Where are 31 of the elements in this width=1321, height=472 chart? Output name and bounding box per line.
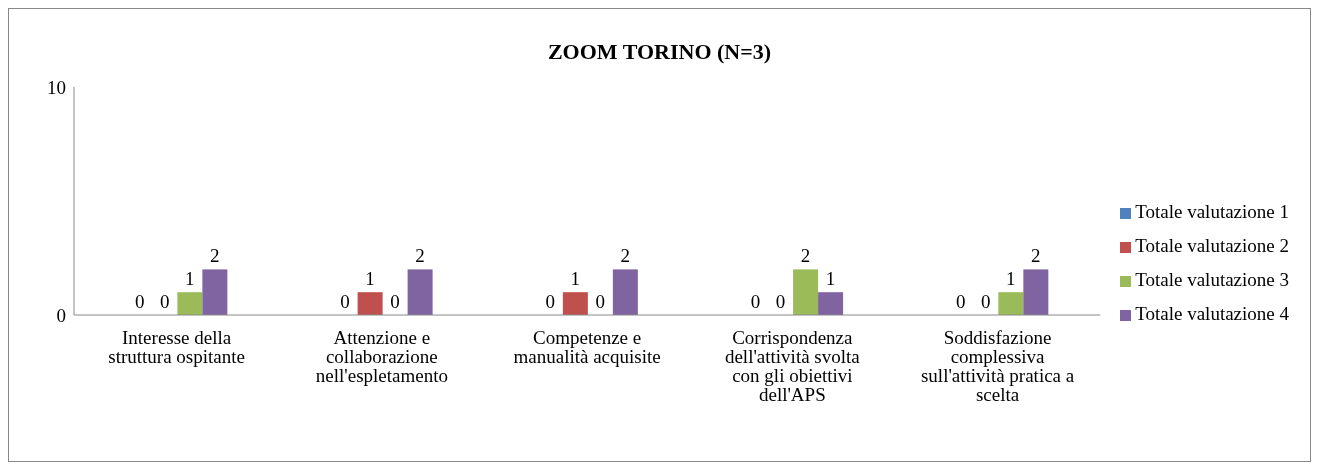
x-tick-label: Soddisfazione complessiva sull'attività pratica a scelta [920, 327, 1075, 406]
data-label: 1 [570, 268, 581, 290]
data-label: 0 [775, 291, 786, 312]
x-tick-label: Corrispondenza dell'attività svolta con gli obiettivi dell'APS [724, 327, 861, 406]
data-label: 0 [545, 291, 556, 312]
legend-label: Totale valutazione 1 [1135, 200, 1289, 222]
data-label: 1 [365, 268, 375, 290]
data-label: 0 [390, 291, 400, 312]
legend-label: Totale valutazione 2 [1135, 234, 1289, 256]
data-label: 2 [800, 245, 811, 267]
data-label: 1 [825, 268, 836, 290]
data-label: 1 [1006, 268, 1016, 290]
data-label: 0 [340, 291, 350, 312]
legend-label: Totale valutazione 4 [1135, 302, 1289, 324]
data-label: 0 [595, 291, 606, 312]
data-label: 0 [135, 291, 145, 312]
data-label: 0 [956, 291, 966, 312]
x-tick-label: Competenze e manualità acquisite [513, 327, 661, 368]
data-label: 0 [750, 291, 761, 312]
chart-title: ZOOM TORINO (N=3) [546, 38, 773, 65]
data-label: 1 [185, 268, 195, 290]
data-label: 0 [981, 291, 991, 312]
data-label: 2 [415, 245, 425, 267]
y-tick-label: 10 [47, 76, 66, 98]
x-tick-label: Attenzione e collaborazione nell'espletamento [315, 327, 448, 387]
data-label: 2 [1031, 245, 1041, 267]
data-label: 2 [210, 245, 220, 267]
legend-label: Totale valutazione 3 [1135, 268, 1289, 290]
data-label: 0 [160, 291, 170, 312]
data-label: 2 [620, 245, 631, 267]
x-tick-label: Interesse della struttura ospitante [108, 327, 245, 368]
